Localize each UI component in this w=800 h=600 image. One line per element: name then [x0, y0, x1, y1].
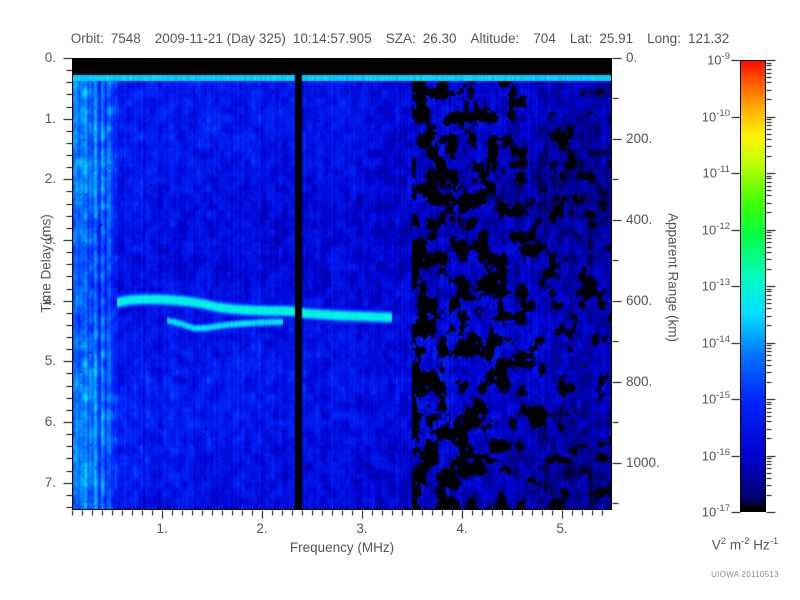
colorbar-tick-mantissa: 10 — [701, 391, 717, 407]
unit-hz-exp: -1 — [769, 536, 779, 547]
colorbar-tick-label: 10-16 — [662, 447, 730, 463]
colorbar-unit-label: V2 m-2 Hz-1 — [690, 536, 800, 553]
unit-v: V — [711, 537, 721, 553]
colorbar-tick-exponent: -13 — [716, 277, 730, 288]
y-right-tick-label: 600. — [626, 292, 653, 308]
colorbar-tick-exponent: -11 — [716, 164, 730, 175]
altitude-value: 704 — [533, 31, 556, 46]
y-left-tick-label: 0. — [44, 50, 56, 65]
unit-v-exp: 2 — [720, 536, 727, 547]
observation-header: Orbit: 7548 2009-11-21 (Day 325) 10:14:57.9… — [0, 31, 800, 46]
colorbar-tick-exponent: -15 — [716, 390, 730, 401]
colorbar-tick-mantissa: 10 — [701, 278, 717, 294]
y-right-tick-label: 400. — [626, 211, 653, 227]
y-axis-right-ticks — [612, 48, 632, 520]
y-right-tick-label: 800. — [626, 373, 653, 389]
colorbar-tick-exponent: -16 — [716, 446, 730, 458]
colorbar-tick-label: 10-17 — [662, 503, 730, 519]
unit-hz: Hz — [749, 537, 770, 553]
y-left-tick-label: 1. — [44, 110, 56, 126]
colorbar-tick-label: 10-10 — [662, 108, 730, 124]
y-right-tick-label: 0. — [626, 50, 638, 65]
colorbar-tick-exponent: -14 — [716, 333, 730, 345]
y-left-tick-label: 2. — [44, 171, 56, 187]
colorbar-tick-exponent: -12 — [716, 220, 730, 232]
colorbar-tick-mantissa: 10 — [707, 52, 722, 68]
x-tick-label: 4. — [456, 521, 468, 536]
unit-m-exp: -2 — [741, 536, 750, 547]
y-left-tick-label: 7. — [44, 474, 56, 490]
colorbar-tick-label: 10-13 — [662, 277, 730, 293]
colorbar-tick-mantissa: 10 — [702, 165, 717, 181]
altitude-label: Altitude: — [470, 31, 520, 46]
x-tick-label: 1. — [156, 521, 168, 536]
x-tick-label: 2. — [256, 521, 268, 536]
x-axis-ticks — [62, 510, 622, 530]
colorbar-tick-mantissa: 10 — [701, 334, 717, 350]
ionogram-heatmap — [72, 58, 612, 510]
y-axis-left-ticks — [52, 48, 72, 520]
colorbar-tick-exponent: -9 — [721, 51, 730, 62]
colorbar-tick-mantissa: 10 — [701, 447, 717, 463]
lat-value: 25.91 — [599, 31, 634, 46]
lat-label: Lat: — [569, 31, 593, 46]
credit-line: UIOWA 20110513 — [711, 570, 779, 579]
y-left-tick-label: 3. — [44, 232, 56, 247]
colorbar-tick-exponent: -10 — [716, 107, 730, 119]
y-right-tick-label: 1000. — [626, 454, 660, 470]
orbit-label: Orbit: — [70, 31, 104, 46]
long-label: Long: — [647, 31, 681, 46]
colorbar-tick-label: 10-9 — [662, 51, 730, 67]
y-axis-left-title: Time Delay (ms) — [38, 214, 54, 313]
x-axis-title: Frequency (MHz) — [289, 540, 395, 555]
y-left-tick-label: 5. — [44, 353, 56, 369]
x-tick-label: 5. — [556, 521, 568, 536]
colorbar-tick-label: 10-12 — [662, 221, 730, 237]
orbit-value: 7548 — [110, 31, 141, 46]
long-value: 121.32 — [687, 31, 730, 46]
x-tick-label: 3. — [356, 521, 368, 536]
sza-value: 26.30 — [422, 31, 457, 46]
ionogram-plot-area — [72, 58, 612, 510]
observation-time: 10:14:57.905 — [292, 31, 372, 46]
colorbar-tick-label: 10-15 — [662, 390, 730, 406]
observation-date: 2009-11-21 (Day 325) — [154, 31, 286, 46]
colorbar-tick-mantissa: 10 — [701, 221, 717, 237]
y-left-tick-label: 6. — [44, 414, 56, 430]
colorbar-tick-mantissa: 10 — [701, 504, 717, 520]
y-left-tick-label: 4. — [44, 292, 56, 308]
colorbar-tick-exponent: -17 — [716, 503, 730, 514]
colorbar-tick-label: 10-11 — [662, 164, 731, 181]
y-right-tick-label: 200. — [626, 130, 653, 146]
sza-label: SZA: — [385, 31, 416, 46]
colorbar-ticks — [700, 52, 800, 522]
colorbar-tick-mantissa: 10 — [701, 108, 717, 124]
colorbar-tick-label: 10-14 — [662, 334, 730, 350]
unit-m: m — [726, 537, 742, 553]
